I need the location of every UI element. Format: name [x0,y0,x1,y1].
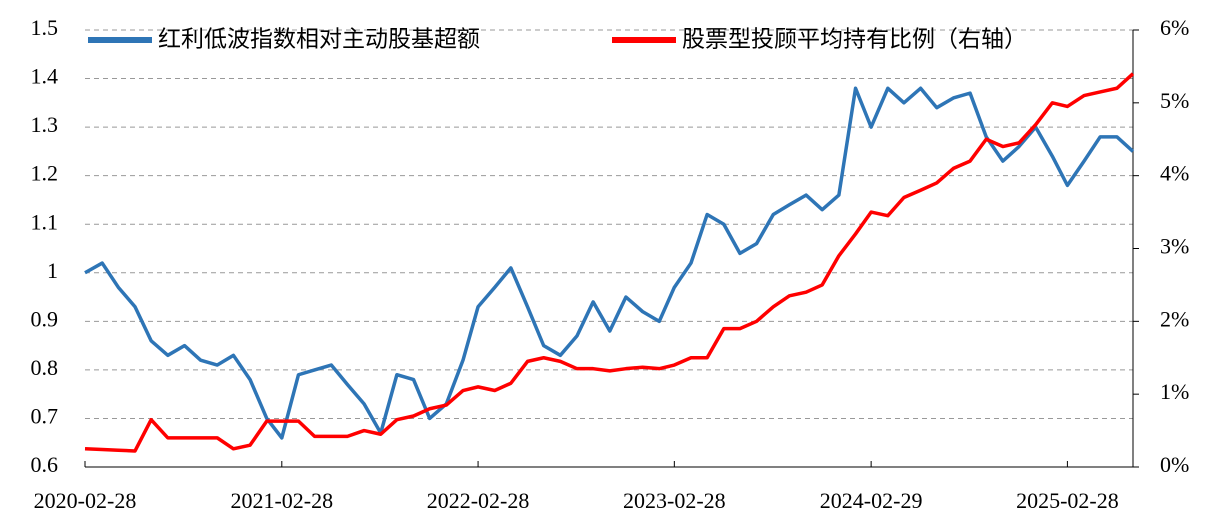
legend-swatch [88,37,152,43]
x-tick-label: 2021-02-28 [230,488,333,513]
legend-swatch [612,37,676,43]
series-line [84,72,1135,453]
x-tick-label: 2020-02-28 [34,488,137,513]
legend-label: 股票型投顾平均持有比例（右轴） [682,26,1027,51]
y-tick-label: 1.2 [31,161,59,186]
y2-tick-label: 4% [1160,161,1189,186]
x-tick-label: 2024-02-29 [820,488,923,513]
y2-tick-label: 0% [1160,452,1189,477]
legend-label: 红利低波指数相对主动股基超额 [158,26,480,51]
y2-tick-label: 6% [1160,15,1189,40]
y-tick-label: 1.3 [31,112,59,137]
y-tick-label: 0.8 [31,355,59,380]
y2-tick-label: 2% [1160,306,1189,331]
y-tick-label: 1.4 [31,64,59,89]
series-line [84,86,1135,440]
x-tick-label: 2022-02-28 [427,488,530,513]
y2-tick-label: 3% [1160,234,1189,259]
y-tick-label: 1 [47,258,58,283]
y-tick-label: 1.1 [31,209,59,234]
y-tick-label: 0.7 [31,403,59,428]
y-tick-label: 0.9 [31,306,59,331]
y-tick-label: 0.6 [31,452,59,477]
y2-tick-label: 1% [1160,379,1189,404]
y-tick-label: 1.5 [31,15,59,40]
x-tick-label: 2023-02-28 [623,488,726,513]
x-tick-label: 2025-02-28 [1016,488,1119,513]
y2-tick-label: 5% [1160,88,1189,113]
